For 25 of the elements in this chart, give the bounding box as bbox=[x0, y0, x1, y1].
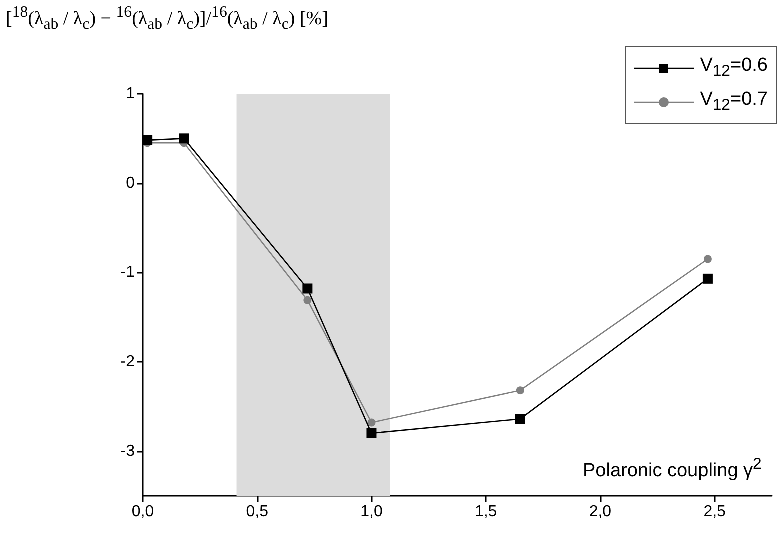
x-tick-label: 0,0 bbox=[132, 504, 154, 520]
point bbox=[704, 255, 712, 264]
y-tick-label: -1 bbox=[120, 264, 136, 282]
y-tick-label: -3 bbox=[120, 442, 136, 460]
x-axis-title: Polaronic coupling γ$^{2}$ bbox=[583, 456, 762, 482]
x-tick-label: 0,5 bbox=[246, 504, 269, 520]
x-tick-label: 1,0 bbox=[360, 504, 383, 520]
y-tick-label: -2 bbox=[120, 354, 136, 370]
point bbox=[142, 135, 153, 146]
point bbox=[366, 428, 377, 438]
point bbox=[515, 414, 526, 424]
x-tick-label: 2,5 bbox=[704, 504, 726, 520]
legend-label: V$_{12}$=0.7 bbox=[700, 89, 768, 115]
point bbox=[516, 386, 524, 395]
legend-label: V$_{12}$=0.6 bbox=[700, 55, 768, 81]
y-tick-label: 0 bbox=[126, 174, 136, 192]
point bbox=[179, 134, 190, 144]
point bbox=[702, 274, 713, 284]
text: [$^{18}$(λ$_{ab}$ / λ$_{c}$) − $^{16}$(λ$_{ab}$ / λ$_{c}$)]/$^{16}$(λ$_{ab}$ / λ$_{c}$) [%] bbox=[6, 4, 328, 34]
point bbox=[304, 296, 312, 304]
x-tick-label: 1,5 bbox=[474, 504, 498, 520]
y-tick-label: 1 bbox=[126, 86, 136, 102]
point bbox=[302, 284, 313, 294]
x-tick-label: 2,0 bbox=[589, 504, 612, 520]
point bbox=[368, 418, 376, 427]
